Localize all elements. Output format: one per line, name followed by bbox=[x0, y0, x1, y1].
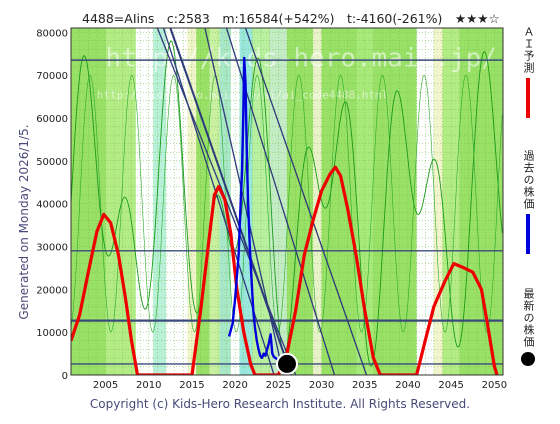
x-tick-label: 2035 bbox=[352, 380, 377, 391]
watermark-url: http://kids-hero.main.jp/ bbox=[106, 44, 497, 74]
band-17 bbox=[434, 28, 443, 375]
y-tick-label: 50000 bbox=[36, 157, 68, 168]
y-tick-label: 10000 bbox=[36, 328, 68, 339]
latest-price-point bbox=[277, 354, 297, 374]
x-tick-label: 2050 bbox=[482, 380, 507, 391]
legend-past-swatch bbox=[526, 214, 530, 254]
x-tick-label: 2005 bbox=[93, 380, 118, 391]
x-tick-label: 2045 bbox=[438, 380, 463, 391]
generated-note: Generated on Monday 2026/1/5. bbox=[17, 124, 31, 319]
copyright-text: Copyright (c) Kids-Hero Research Institu… bbox=[0, 397, 560, 411]
y-tick-label: 0 bbox=[62, 371, 68, 382]
x-tick-label: 2025 bbox=[266, 380, 291, 391]
x-tick-label: 2010 bbox=[136, 380, 161, 391]
y-tick-label: 40000 bbox=[36, 200, 68, 211]
legend-past-price: 過去の株価 bbox=[516, 150, 540, 254]
y-tick-label: 80000 bbox=[36, 28, 68, 39]
legend-ai-forecast: ＡＩ予測 bbox=[516, 26, 540, 118]
y-tick-label: 70000 bbox=[36, 71, 68, 82]
chart-title: 4488=AIins c:2583 m:16584(+542%) t:-4160… bbox=[82, 8, 500, 27]
x-tick-label: 2030 bbox=[309, 380, 334, 391]
band-19 bbox=[460, 28, 486, 375]
legend-past-label: 過去の株価 bbox=[520, 150, 536, 210]
x-tick-label: 2020 bbox=[222, 380, 247, 391]
y-tick-label: 30000 bbox=[36, 242, 68, 253]
legend-latest-dot bbox=[521, 352, 535, 366]
x-tick-label: 2040 bbox=[395, 380, 420, 391]
x-tick-label: 2015 bbox=[179, 380, 204, 391]
y-tick-label: 20000 bbox=[36, 285, 68, 296]
legend-latest-price: 最新の株価 bbox=[516, 288, 540, 366]
legend-ai-swatch bbox=[526, 78, 530, 118]
legend-latest-label: 最新の株価 bbox=[520, 288, 536, 348]
legend-ai-label: ＡＩ予測 bbox=[520, 26, 536, 74]
y-tick-label: 60000 bbox=[36, 114, 68, 125]
